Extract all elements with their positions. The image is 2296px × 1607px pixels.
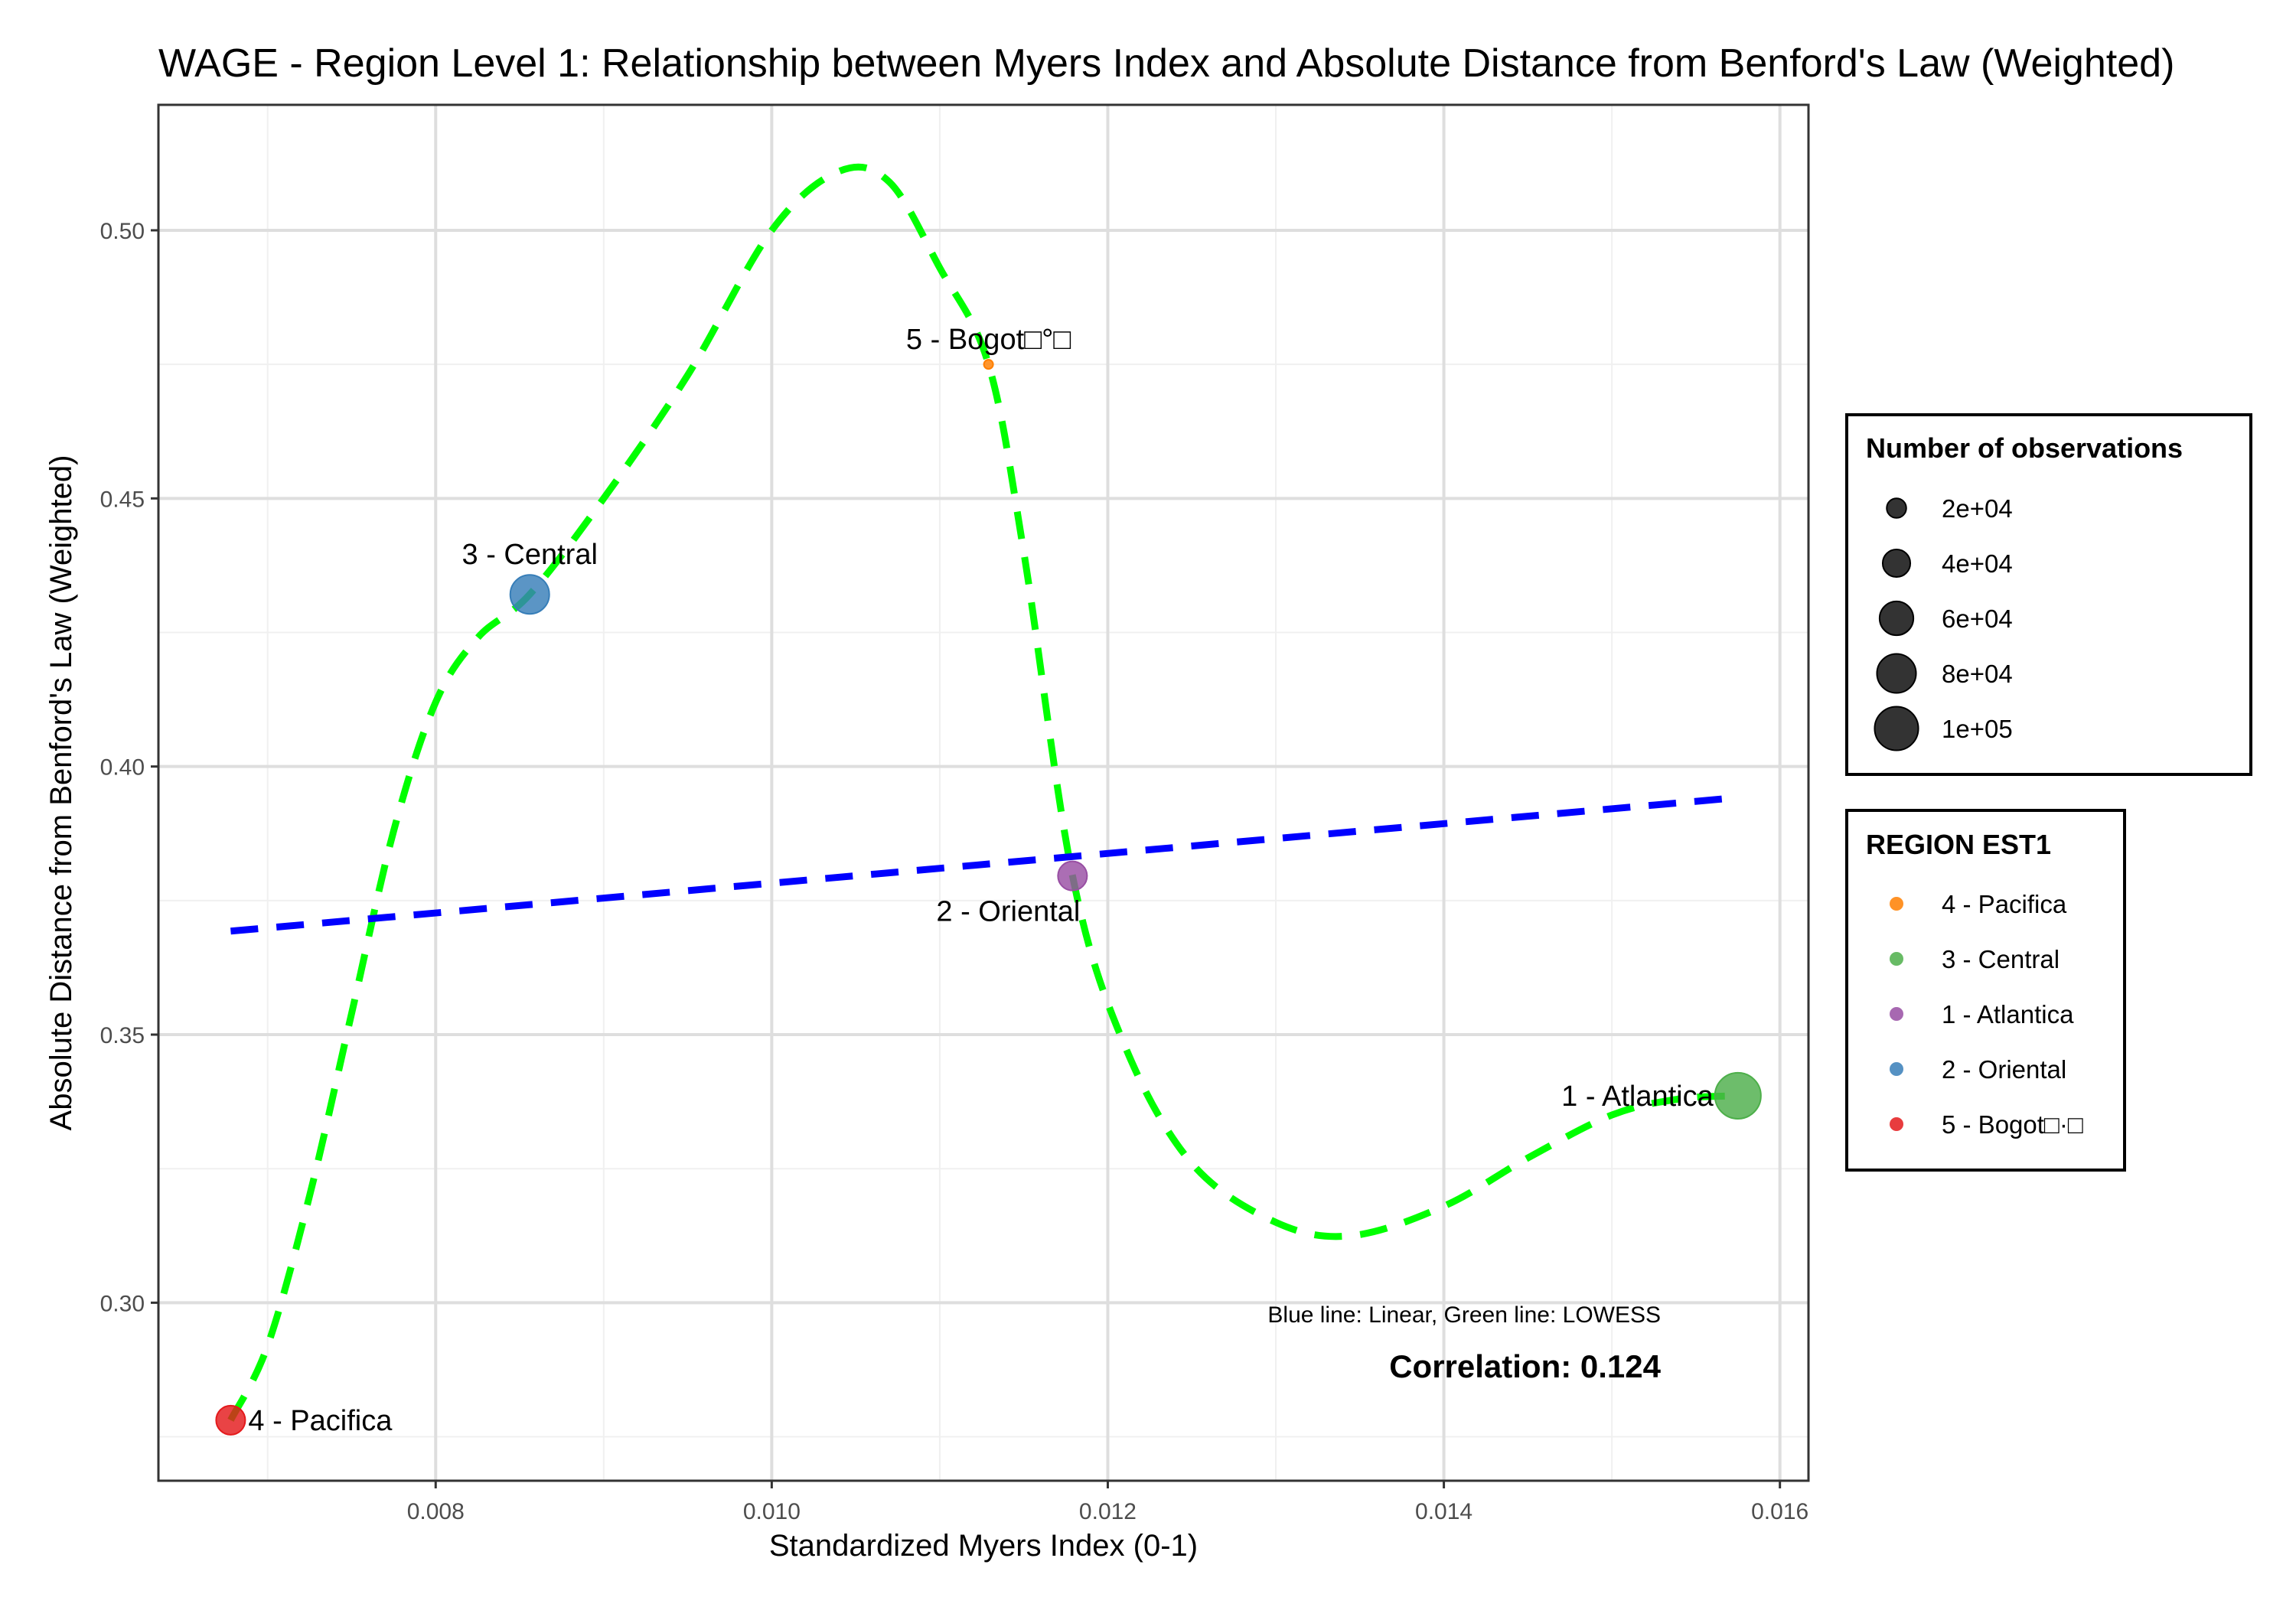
color-legend-key: [1890, 1062, 1903, 1076]
color-legend: REGION EST1 4 - Pacifica 3 - Central 1 - A…: [1845, 809, 2126, 1172]
chart-title: WAGE - Region Level 1: Relationship betw…: [158, 41, 2174, 86]
size-legend-label: 1e+05: [1942, 715, 2013, 743]
point-label: 2 - Oriental: [936, 896, 1080, 928]
color-legend-label: 1 - Atlantica: [1942, 1000, 2074, 1028]
point-label: 5 - Bogot□°□: [906, 324, 1071, 356]
size-legend-entries: 2e+04 4e+04 6e+04 8e+04 1e+05: [1874, 494, 2013, 751]
color-legend-label: 4 - Pacifica: [1942, 890, 2067, 918]
data-points: [215, 359, 1762, 1436]
data-point: [1714, 1071, 1762, 1120]
color-legend-key: [1890, 1117, 1903, 1131]
point-label: 1 - Atlantica: [1561, 1081, 1714, 1113]
color-legend-key: [1890, 897, 1903, 911]
x-tick-label: 0.008: [407, 1499, 465, 1524]
size-legend-key: [1881, 548, 1912, 579]
data-point: [215, 1404, 246, 1436]
lowess-fit-line: [227, 163, 1739, 1422]
x-tick-label: 0.016: [1751, 1499, 1808, 1524]
y-axis-label: Absolute Distance from Benford's Law (We…: [44, 455, 78, 1131]
color-legend-key: [1890, 1007, 1903, 1021]
y-tick-label: 0.40: [100, 755, 145, 781]
y-tick-label: 0.30: [100, 1291, 145, 1316]
y-axis-ticks: 0.30 0.35 0.40 0.45 0.50: [100, 219, 158, 1316]
y-tick-label: 0.45: [100, 487, 145, 512]
color-legend-title: REGION EST1: [1866, 829, 2051, 860]
x-axis-label: Standardized Myers Index (0-1): [769, 1529, 1198, 1563]
x-tick-label: 0.014: [1415, 1499, 1473, 1524]
size-legend-title: Number of observations: [1866, 432, 2183, 464]
size-legend-key: [1876, 653, 1917, 694]
color-legend-key: [1890, 952, 1903, 966]
x-tick-label: 0.012: [1079, 1499, 1137, 1524]
color-legend-box: [1845, 809, 2126, 1172]
x-tick-label: 0.010: [743, 1499, 801, 1524]
color-legend-label: 3 - Central: [1942, 945, 2060, 973]
fit-lines: [227, 163, 1739, 1422]
size-legend-key: [1878, 600, 1915, 637]
x-axis-ticks: 0.008 0.010 0.012 0.014 0.016: [407, 1481, 1808, 1524]
size-legend-label: 8e+04: [1942, 660, 2013, 688]
data-point: [1057, 860, 1088, 892]
linear-fit-line: [230, 794, 1739, 935]
y-tick-label: 0.50: [100, 219, 145, 244]
point-label: 3 - Central: [462, 539, 598, 571]
data-point: [509, 574, 550, 615]
color-legend-entries: 4 - Pacifica 3 - Central 1 - Atlantica 2 - …: [1890, 890, 2083, 1139]
size-legend-key: [1886, 497, 1907, 519]
size-legend-label: 6e+04: [1942, 605, 2013, 633]
size-legend: Number of observations 2e+04 4e+04 6e+04 8e…: [1845, 413, 2252, 776]
point-labels: 4 - Pacifica 3 - Central 5 - Bogot□°□ 2 - O…: [248, 324, 1714, 1437]
color-legend-label: 2 - Oriental: [1942, 1055, 2066, 1084]
data-point: [983, 359, 994, 370]
size-legend-label: 4e+04: [1942, 549, 2013, 578]
correlation-label: Correlation: 0.124: [1389, 1348, 1661, 1384]
grid-major: [158, 105, 1808, 1481]
size-legend-label: 2e+04: [1942, 494, 2013, 523]
y-tick-label: 0.35: [100, 1023, 145, 1048]
grid-minor: [158, 105, 1808, 1481]
method-note: Blue line: Linear, Green line: LOWESS: [1267, 1302, 1661, 1328]
size-legend-key: [1874, 706, 1919, 751]
plot-panel-border: [157, 103, 1810, 1482]
point-label: 4 - Pacifica: [248, 1405, 393, 1437]
color-legend-label: 5 - Bogot□·□: [1942, 1110, 2083, 1139]
